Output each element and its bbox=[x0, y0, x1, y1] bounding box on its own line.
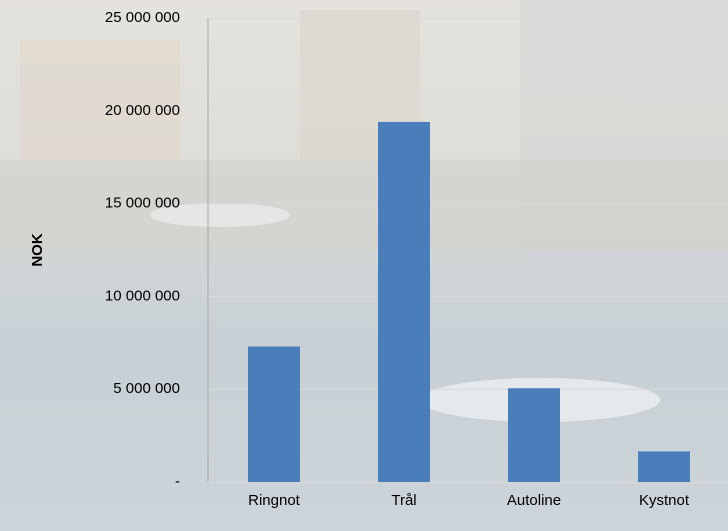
x-tick-label: Ringnot bbox=[248, 492, 301, 509]
y-tick-label: 20 000 000 bbox=[105, 102, 180, 119]
y-tick-label: 15 000 000 bbox=[105, 195, 180, 212]
x-tick-label: Kystnot bbox=[639, 492, 690, 509]
bar bbox=[378, 121, 430, 482]
y-tick-label: 10 000 000 bbox=[105, 287, 180, 304]
y-axis-label: NOK bbox=[29, 233, 46, 267]
bar bbox=[508, 388, 560, 482]
y-tick-label: 25 000 000 bbox=[105, 9, 180, 26]
y-tick-label: - bbox=[175, 473, 180, 490]
bar bbox=[248, 346, 300, 482]
x-tick-label: Autoline bbox=[507, 492, 561, 509]
bar bbox=[638, 451, 690, 482]
x-tick-label: Trål bbox=[391, 492, 416, 509]
y-tick-label: 5 000 000 bbox=[113, 380, 180, 397]
